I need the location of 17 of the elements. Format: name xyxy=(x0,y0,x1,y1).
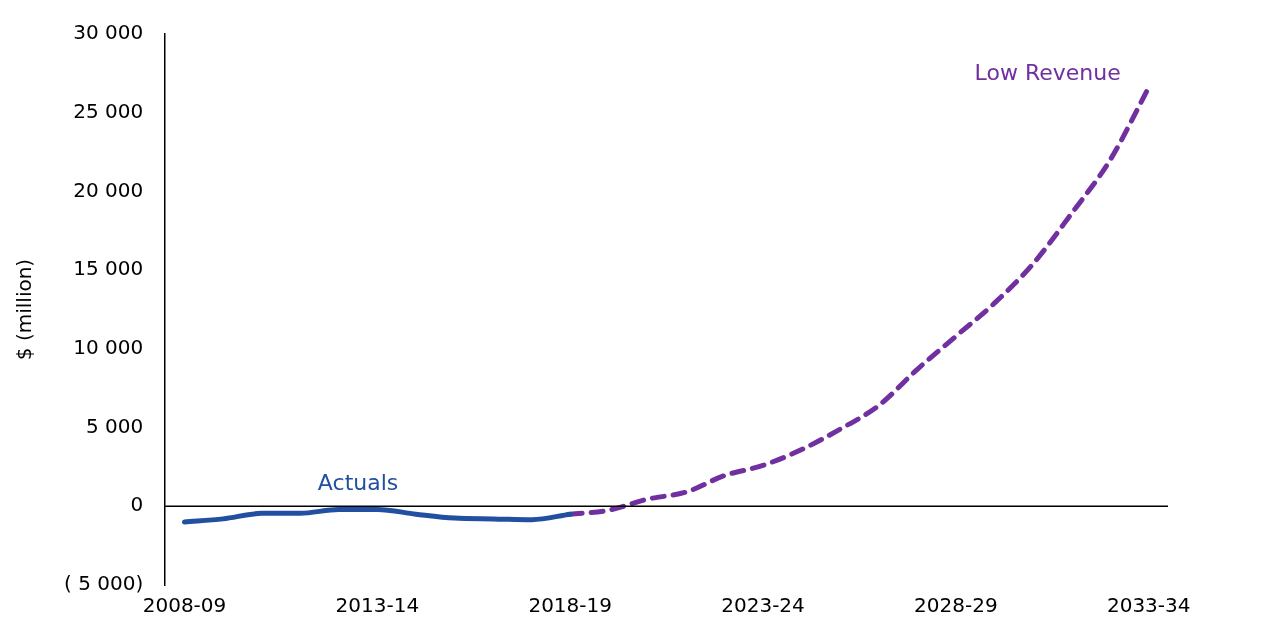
y-tick-label: 5 000 xyxy=(85,413,144,438)
y-tick-label: 30 000 xyxy=(73,20,144,45)
x-tick-label: 2018-19 xyxy=(528,593,612,618)
x-tick-label: 2008-09 xyxy=(142,593,227,618)
y-tick-label: 20 000 xyxy=(73,177,144,202)
y-tick-label: ( 5 000) xyxy=(64,571,144,596)
y-axis-title: $ (million) xyxy=(12,258,37,361)
series-label: Low Revenue xyxy=(974,60,1121,86)
x-tick-label: 2028-29 xyxy=(914,593,998,618)
y-tick-label: 0 xyxy=(130,492,144,517)
y-tick-label: 15 000 xyxy=(73,256,144,281)
series-label: Actuals xyxy=(317,470,399,496)
x-tick-label: 2023-24 xyxy=(721,593,805,618)
x-tick-label: 2033-34 xyxy=(1106,593,1191,618)
y-tick-label: 25 000 xyxy=(73,98,144,123)
x-tick-label: 2013-14 xyxy=(335,593,420,618)
y-tick-label: 10 000 xyxy=(73,335,144,360)
